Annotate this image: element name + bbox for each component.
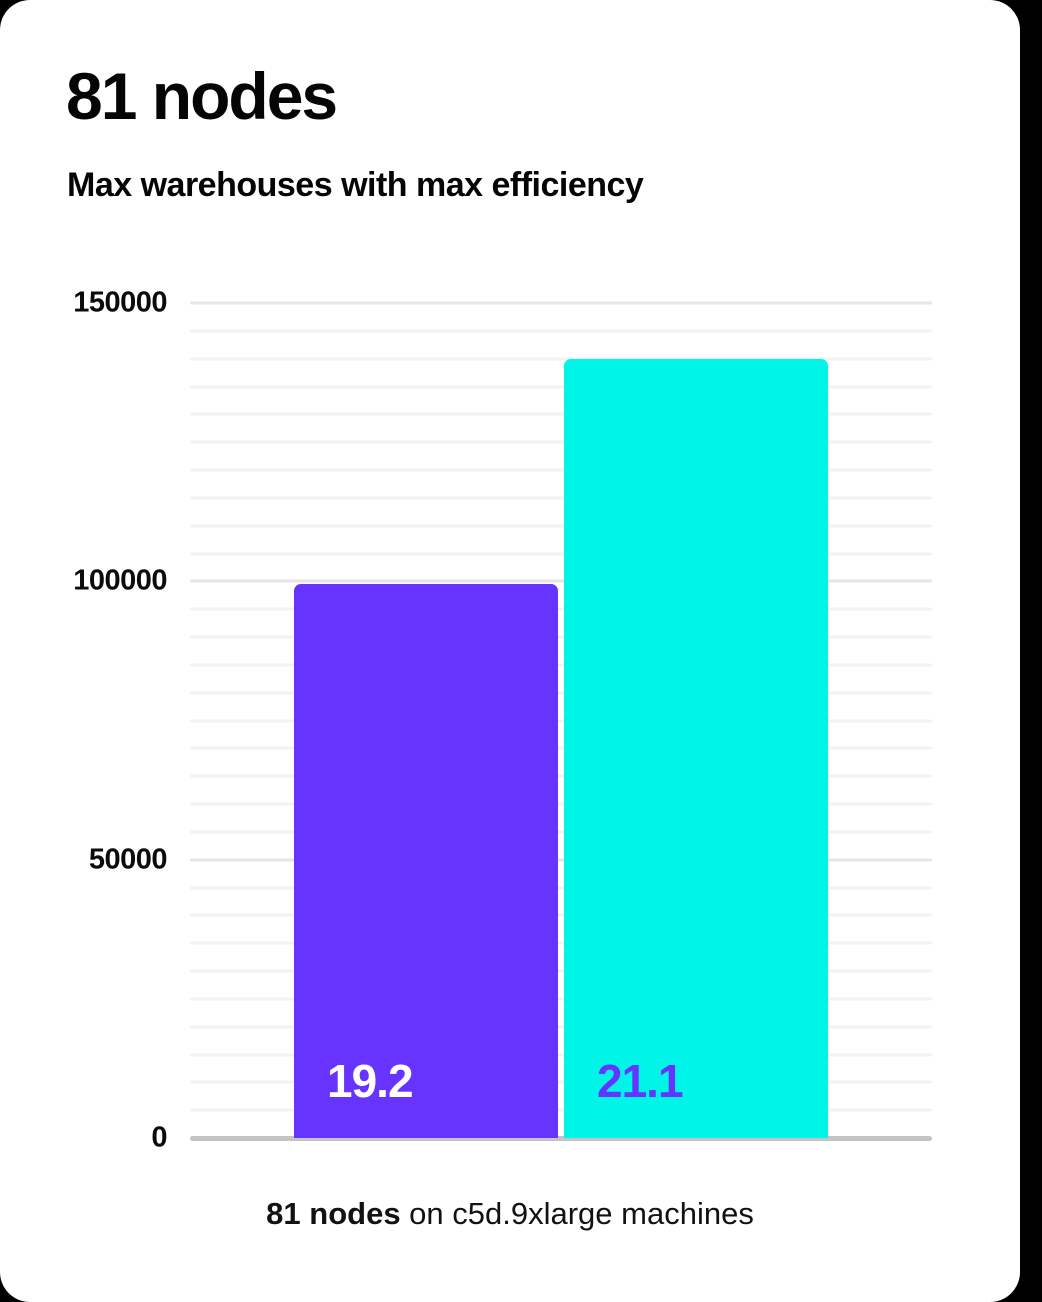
caption-bold-text: 81 nodes: [266, 1196, 401, 1231]
minor-gridline: [190, 802, 932, 806]
bar-21.1: 21.1: [564, 359, 828, 1138]
minor-gridline: [190, 468, 932, 472]
minor-gridline: [190, 385, 932, 388]
bar-value-label: 21.1: [597, 1055, 684, 1107]
minor-gridline: [190, 1080, 932, 1084]
minor-gridline: [190, 886, 932, 889]
major-gridline: [190, 579, 932, 583]
bar-value-label: 19.2: [327, 1055, 414, 1107]
page-title: 81 nodes: [66, 59, 338, 133]
minor-gridline: [190, 524, 932, 528]
minor-gridline: [190, 412, 932, 416]
minor-gridline: [190, 691, 932, 695]
bar-19.2: 19.2: [294, 584, 558, 1138]
minor-gridline: [190, 496, 932, 500]
minor-gridline: [190, 663, 932, 667]
minor-gridline: [190, 440, 932, 444]
minor-gridline: [190, 1053, 932, 1056]
major-gridline: [190, 858, 932, 862]
minor-gridline: [190, 941, 932, 945]
major-gridline: [190, 301, 932, 305]
minor-gridline: [190, 774, 932, 778]
y-axis-tick-label: 0: [151, 1121, 167, 1154]
minor-gridline: [190, 635, 932, 639]
minor-gridline: [190, 746, 932, 750]
minor-gridline: [190, 357, 932, 361]
minor-gridline: [190, 719, 932, 722]
y-axis-tick-label: 150000: [73, 286, 167, 319]
minor-gridline: [190, 969, 932, 973]
y-axis: 0 50000 100000 150000: [0, 287, 168, 1154]
chart-card: 81 nodes Max warehouses with max efficie…: [0, 0, 1020, 1302]
minor-gridline: [190, 913, 932, 917]
page-subtitle: Max warehouses with max efficiency: [67, 166, 644, 204]
y-axis-tick-label: 100000: [73, 564, 167, 597]
minor-gridline: [190, 997, 932, 1001]
minor-gridline: [190, 552, 932, 555]
minor-gridline: [190, 1025, 932, 1029]
chart-caption: 81 nodes on c5d.9xlarge machines: [0, 1196, 1020, 1232]
caption-regular-text: on c5d.9xlarge machines: [400, 1196, 754, 1231]
x-axis-line: [190, 1136, 932, 1141]
minor-gridline: [190, 607, 932, 611]
minor-gridline: [190, 1108, 932, 1112]
minor-gridline: [190, 830, 932, 834]
plot-area: 19.2 21.1: [190, 301, 932, 1141]
minor-gridline: [190, 329, 932, 333]
y-axis-tick-label: 50000: [88, 843, 168, 876]
